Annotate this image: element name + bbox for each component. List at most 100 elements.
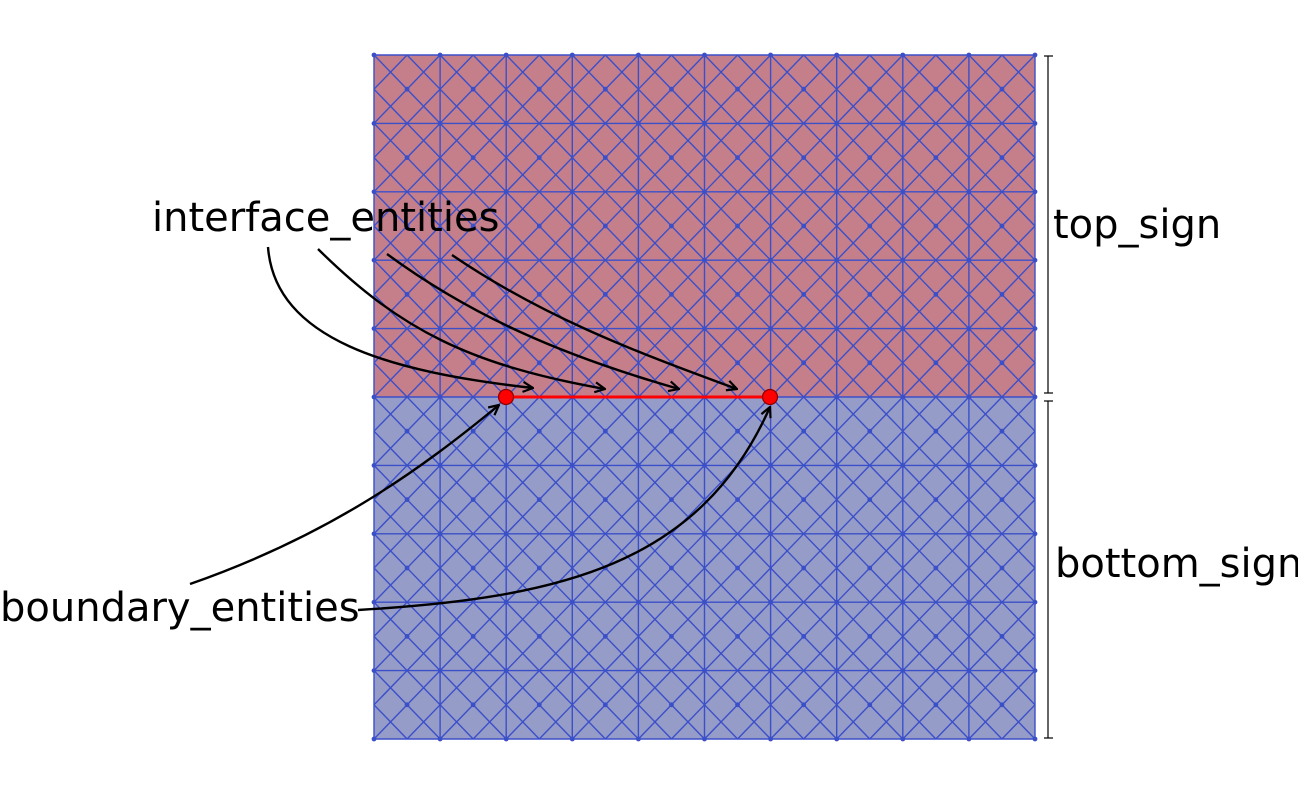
mesh-diamond-edge <box>836 157 871 193</box>
mesh-diamond-edge <box>737 635 772 672</box>
interface-arrow-3 <box>386 253 679 389</box>
mesh-diamond-edge <box>935 430 970 466</box>
mesh-diamond-edge <box>472 601 507 637</box>
mesh-diamond-edge <box>935 567 970 603</box>
mesh-diamond-edge <box>1001 601 1036 637</box>
mesh-diamond-edge <box>637 157 672 193</box>
bottom-bracket <box>1044 400 1053 739</box>
mesh-diamond-edge <box>869 88 904 124</box>
mesh-diamond-edge <box>869 499 904 535</box>
mesh-diamond-edge <box>737 499 772 535</box>
mesh-diamond-edge <box>373 533 408 569</box>
mesh-diamond-edge <box>373 362 408 398</box>
mesh-diamond-edge <box>637 567 672 603</box>
mesh-diamond-edge <box>505 328 540 364</box>
mesh-diamond-edge <box>869 601 904 637</box>
mesh-node <box>569 599 575 605</box>
mesh-node <box>536 86 542 92</box>
mesh-node <box>470 360 476 366</box>
mesh-node <box>867 223 873 229</box>
mesh-diamond-edge <box>670 122 706 159</box>
mesh-diamond-edge <box>637 362 672 398</box>
mesh-diamond-edge <box>803 635 838 672</box>
mesh-diamond-edge <box>373 704 408 740</box>
mesh-node <box>470 497 476 502</box>
mesh-diamond-edge <box>968 396 1003 432</box>
mesh-diamond-edge <box>406 601 441 637</box>
mesh-diamond-edge <box>406 635 441 672</box>
mesh-diamond-edge <box>1001 396 1036 432</box>
mesh-diamond-edge <box>737 157 772 193</box>
mesh-diamond-edge <box>770 328 805 364</box>
mesh-diamond-edge <box>1001 430 1036 466</box>
mesh-node <box>966 326 972 331</box>
mesh-diamond-edge <box>505 293 540 330</box>
mesh-node <box>933 702 939 708</box>
mesh-diamond-edge <box>770 122 805 159</box>
mesh-diamond-edge <box>472 328 507 364</box>
mesh-node <box>900 121 906 126</box>
mesh-node <box>371 326 377 331</box>
mesh-diamond-edge <box>604 54 639 90</box>
mesh-diamond-edge <box>571 191 606 227</box>
mesh-diamond-edge <box>439 191 474 227</box>
mesh-diamond-edge <box>571 54 606 90</box>
mesh-node <box>602 497 608 502</box>
mesh-diamond-edge <box>505 704 540 740</box>
mesh-node <box>503 668 509 673</box>
boundary-point-right <box>761 388 779 406</box>
mesh-diamond-edge <box>836 54 871 90</box>
mesh-diamond-edge <box>968 533 1003 569</box>
mesh-node <box>437 257 443 263</box>
interface-arrow-1 <box>266 246 533 388</box>
mesh-diamond-edge <box>637 635 672 672</box>
mesh-node <box>801 428 807 434</box>
mesh-diamond-edge <box>538 670 573 706</box>
mesh-diamond-edge <box>472 704 507 740</box>
mesh-node <box>966 736 972 742</box>
mesh-diamond-edge <box>703 225 739 261</box>
mesh-node <box>371 121 377 126</box>
mesh-diamond-edge <box>770 464 805 501</box>
mesh-diamond-edge <box>935 670 970 706</box>
mesh-diamond-edge <box>604 396 639 432</box>
mesh-diamond-edge <box>373 157 408 193</box>
mesh-node <box>569 668 575 673</box>
mesh-node <box>371 599 377 605</box>
mesh-diamond-edge <box>703 122 739 159</box>
mesh-node <box>404 634 410 639</box>
mesh-diamond-edge <box>902 362 937 398</box>
mesh-diamond-edge <box>869 122 904 159</box>
mesh-node <box>371 463 377 468</box>
mesh-node <box>503 189 509 195</box>
mesh-node <box>536 223 542 229</box>
mesh-diamond-edge <box>902 601 937 637</box>
mesh-diamond-edge <box>505 464 540 501</box>
mesh-diamond-edge <box>637 54 672 90</box>
mesh-node <box>867 702 873 708</box>
mesh-node <box>371 52 377 58</box>
mesh-node <box>834 326 840 331</box>
mesh-node <box>933 497 939 502</box>
mesh-diamond-edge <box>670 464 706 501</box>
mesh-diamond-edge <box>902 670 937 706</box>
mesh-node <box>536 155 542 161</box>
mesh-diamond-edge <box>472 635 507 672</box>
mesh-diamond-edge <box>737 88 772 124</box>
mesh-diamond-edge <box>604 464 639 501</box>
mesh-diamond-edge <box>935 157 970 193</box>
mesh-diamond-edge <box>737 293 772 330</box>
mesh-diamond-edge <box>604 362 639 398</box>
mesh-node <box>569 531 575 537</box>
mesh-node <box>602 634 608 639</box>
mesh-diamond-edge <box>604 191 639 227</box>
mesh-node <box>966 394 972 400</box>
mesh-diamond-edge <box>968 225 1003 261</box>
mesh-diamond-edge <box>373 191 408 227</box>
mesh-diamond-edge <box>406 328 441 364</box>
mesh-diamond-edge <box>637 191 672 227</box>
mesh-diamond-edge <box>703 54 739 90</box>
mesh-node <box>834 736 840 742</box>
mesh-node <box>1032 52 1038 58</box>
mesh-diamond-edge <box>869 670 904 706</box>
